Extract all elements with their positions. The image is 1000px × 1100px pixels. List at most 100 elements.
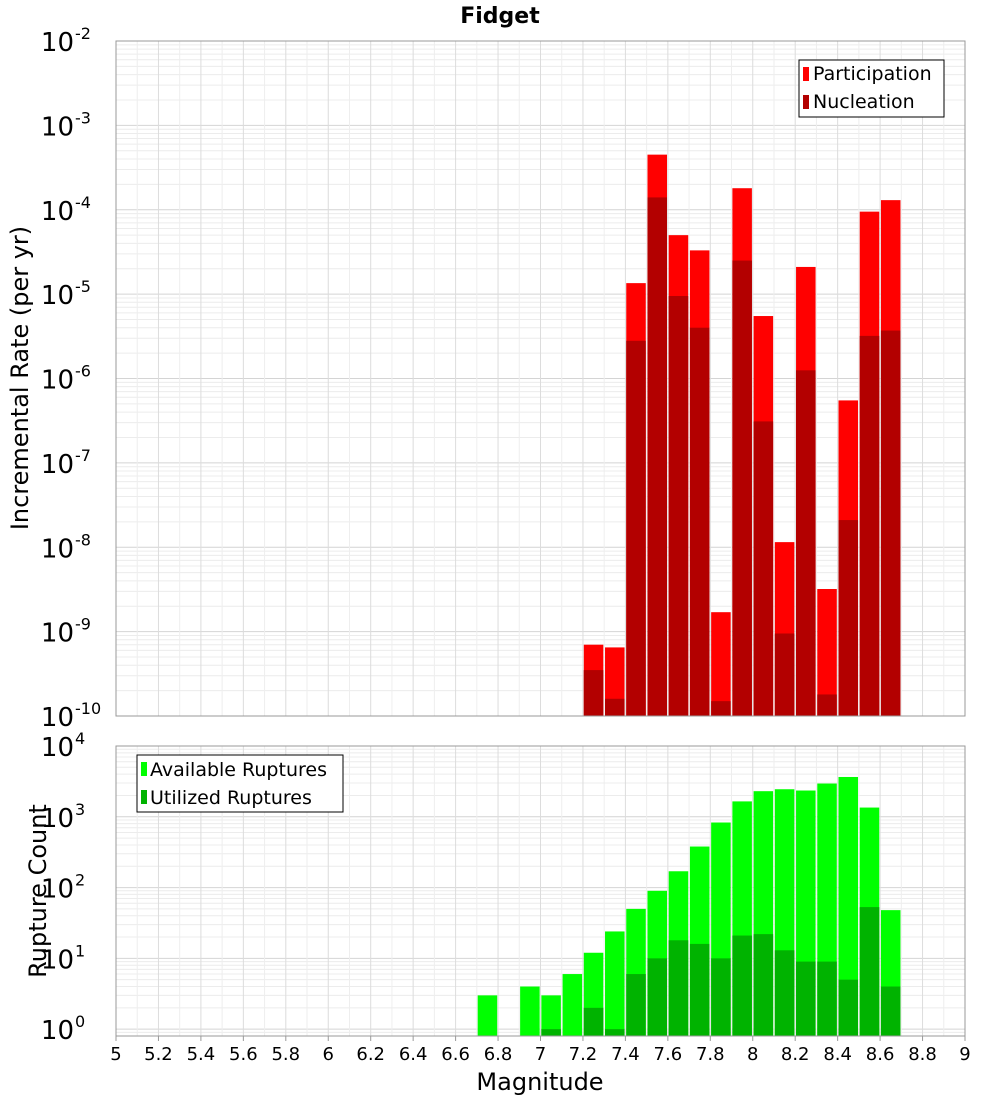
x-tick-label: 8.4: [823, 1044, 852, 1065]
count-bar-utilized-ruptures: [859, 907, 880, 1036]
x-tick-label: 7.8: [696, 1044, 725, 1065]
x-tick-label: 7: [535, 1044, 546, 1065]
rate-y-tick-exponent: -6: [75, 362, 91, 381]
rate-y-tick-label: 10: [41, 366, 74, 396]
rate-y-tick-exponent: -7: [75, 446, 91, 465]
rate-bar-nucleation: [626, 340, 646, 716]
legend-utilized-swatch: [141, 790, 147, 804]
count-y-tick-label: 10: [41, 945, 74, 975]
rate-legend: Participation Nucleation: [798, 59, 945, 118]
x-tick-label: 5.4: [187, 1044, 216, 1065]
count-bar-utilized-ruptures: [817, 961, 837, 1036]
rate-plot-border: [115, 40, 966, 717]
legend-nucleation-swatch: [803, 95, 809, 109]
count-bar-available-ruptures: [605, 931, 625, 1036]
x-tick-label: 5.2: [144, 1044, 173, 1065]
count-y-tick-label: 10: [41, 1016, 74, 1046]
x-tick-label: 8: [747, 1044, 758, 1065]
legend-nucleation-label: Nucleation: [813, 91, 915, 113]
count-y-tick-label: 10: [41, 733, 74, 763]
rate-bar-nucleation: [689, 327, 710, 716]
rate-y-axis-label: Incremental Rate (per yr): [6, 226, 34, 530]
x-tick-label: 5.8: [271, 1044, 300, 1065]
rate-bar-nucleation: [668, 296, 689, 716]
x-tick-label: 8.6: [866, 1044, 895, 1065]
rate-bar-nucleation: [711, 701, 731, 716]
rate-y-tick-label: 10: [41, 619, 74, 649]
x-tick-label: 7.4: [611, 1044, 640, 1065]
rate-y-tick-label: 10: [41, 703, 74, 733]
rate-bar-nucleation: [605, 698, 625, 716]
rate-y-tick-exponent: -8: [75, 530, 91, 549]
rate-bar-nucleation: [583, 670, 604, 716]
count-bar-utilized-ruptures: [838, 979, 859, 1036]
rate-bar-nucleation: [753, 421, 774, 716]
x-axis-label: Magnitude: [476, 1068, 603, 1096]
count-y-tick-exponent: 0: [75, 1012, 85, 1031]
count-bars: [477, 776, 901, 1036]
rate-bar-nucleation: [880, 330, 901, 716]
count-bar-available-ruptures: [562, 974, 583, 1036]
count-bar-utilized-ruptures: [774, 950, 795, 1036]
count-y-tick-exponent: 1: [75, 941, 85, 960]
count-bar-available-ruptures: [541, 995, 561, 1036]
rate-bar-nucleation: [796, 370, 816, 716]
rate-y-tick-label: 10: [41, 281, 74, 311]
x-tick-label: 6: [323, 1044, 334, 1065]
x-tick-label: 5.6: [229, 1044, 258, 1065]
x-tick-label: 6.6: [441, 1044, 470, 1065]
x-tick-label: 7.6: [654, 1044, 683, 1065]
count-bar-utilized-ruptures: [753, 934, 774, 1036]
rate-bar-nucleation: [774, 633, 795, 716]
x-tick-label: 5: [110, 1044, 121, 1065]
rate-bar-nucleation: [732, 260, 752, 716]
count-y-tick-exponent: 4: [75, 729, 85, 748]
count-bar-utilized-ruptures: [711, 958, 731, 1036]
rate-y-tick-exponent: -5: [75, 277, 91, 296]
count-bar-utilized-ruptures: [796, 961, 816, 1036]
rate-y-tick-exponent: -4: [75, 193, 91, 212]
count-bar-available-ruptures: [838, 776, 859, 1036]
rate-bar-participation: [817, 589, 837, 716]
count-bar-utilized-ruptures: [880, 986, 901, 1036]
count-bar-utilized-ruptures: [668, 940, 689, 1036]
rate-y-tick-label: 10: [41, 112, 74, 142]
rate-y-tick-label: 10: [41, 197, 74, 227]
rate-y-tick-exponent: -10: [75, 699, 101, 718]
rate-y-tick-label: 10: [41, 450, 74, 480]
count-y-tick-label: 10: [41, 875, 74, 905]
x-tick-label: 8.8: [908, 1044, 937, 1065]
rate-bar-nucleation: [817, 694, 837, 716]
count-bar-utilized-ruptures: [626, 974, 646, 1036]
count-bar-utilized-ruptures: [605, 1029, 625, 1036]
x-tick-label: 8.2: [781, 1044, 810, 1065]
rate-bar-participation: [711, 612, 731, 716]
count-y-tick-label: 10: [41, 804, 74, 834]
rate-bar-nucleation: [838, 520, 859, 716]
count-bar-utilized-ruptures: [583, 1007, 604, 1036]
legend-available-label: Available Ruptures: [150, 759, 327, 781]
count-y-tick-exponent: 2: [75, 871, 85, 890]
count-y-axis-label: Rupture Count: [24, 804, 52, 978]
rate-y-tick-label: 10: [41, 28, 74, 58]
count-bar-utilized-ruptures: [541, 1029, 561, 1036]
rate-bar-nucleation: [647, 197, 668, 717]
x-tick-label: 6.8: [484, 1044, 513, 1065]
count-bar-utilized-ruptures: [732, 935, 752, 1036]
count-legend: Available Ruptures Utilized Ruptures: [136, 754, 344, 813]
x-tick-label: 7.2: [569, 1044, 598, 1065]
legend-participation-label: Participation: [813, 63, 932, 85]
x-tick-label: 6.2: [356, 1044, 385, 1065]
x-tick-labels: 5 5.2 5.4 5.6 5.8 6 6.2 6.4 6.6 6.8 7 7.2 7.4 7.6 7.8 8…: [110, 1036, 971, 1065]
rate-y-tick-label: 10: [41, 534, 74, 564]
chart-title: Fidget: [460, 4, 540, 29]
count-bar-available-ruptures: [520, 986, 540, 1036]
count-bar-utilized-ruptures: [647, 958, 668, 1036]
x-tick-label: 6.4: [399, 1044, 428, 1065]
x-tick-label: 9: [959, 1044, 970, 1065]
